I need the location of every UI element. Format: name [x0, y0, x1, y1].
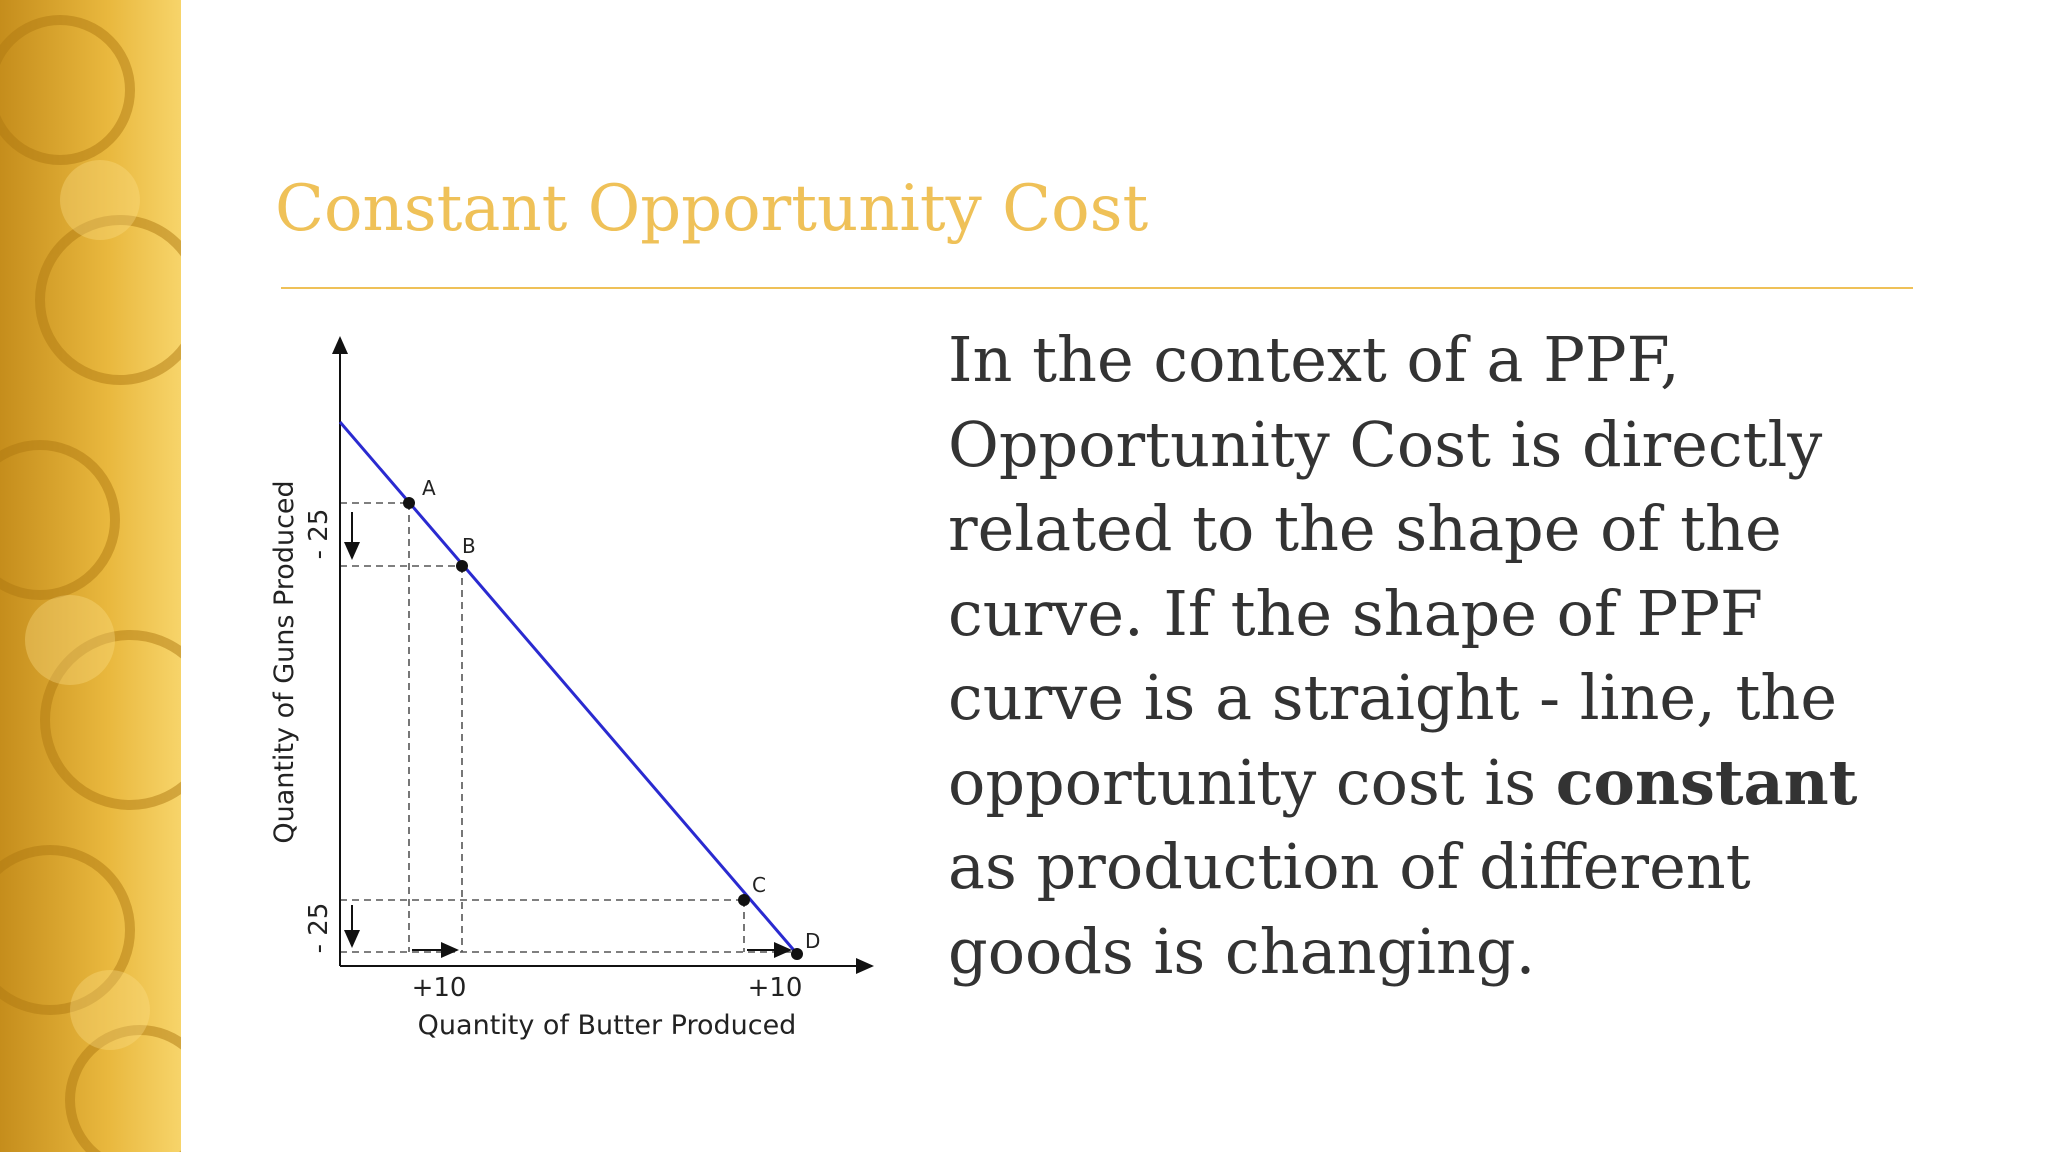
guides [340, 502, 797, 953]
ppf-line [338, 421, 800, 956]
point-label: C [752, 873, 766, 897]
y-axis-label: Quantity of Guns Produced [269, 480, 300, 843]
point-label: B [462, 534, 476, 558]
x-change-label: +10 [412, 973, 467, 1003]
change-arrows [344, 512, 792, 958]
x-change-label: +10 [748, 973, 803, 1003]
ppf-diagram: A B C D +10 +10 Quantity of Butter Produ… [269, 336, 874, 1041]
emphasis: constant [1555, 745, 1858, 819]
title-rule [281, 287, 1913, 289]
y-change-label: - 25 [304, 903, 334, 954]
slide-title: Constant Opportunity Cost [275, 172, 1149, 246]
x-axis-label: Quantity of Butter Produced [418, 1010, 797, 1041]
text: In the context of a PPF, Opportunity Cos… [948, 323, 1838, 819]
y-change-label: - 25 [304, 509, 334, 560]
point-label: D [805, 929, 820, 953]
decorative-band [0, 0, 181, 1152]
point-label: A [422, 476, 436, 500]
points [403, 497, 803, 960]
text: as production of different goods is chan… [948, 830, 1751, 988]
body-text: In the context of a PPF, Opportunity Cos… [948, 318, 1928, 994]
